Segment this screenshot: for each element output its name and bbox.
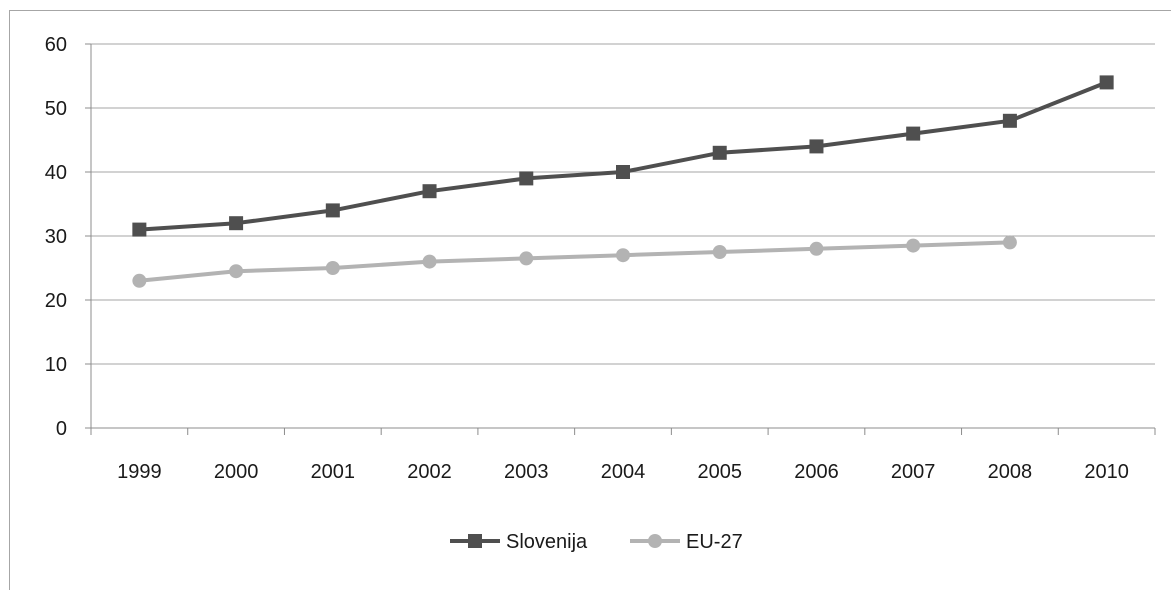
data-point	[1099, 75, 1114, 90]
x-tick-label: 2004	[601, 461, 646, 483]
y-tick-label: 30	[45, 226, 67, 248]
series-group	[132, 75, 1114, 288]
data-point	[906, 126, 921, 141]
data-point	[712, 245, 727, 259]
legend-marker	[648, 534, 662, 548]
data-point	[616, 248, 630, 263]
data-point	[1002, 113, 1017, 128]
y-tick-label: 50	[45, 98, 67, 120]
y-tick-label: 20	[45, 290, 67, 312]
data-point	[1002, 235, 1017, 250]
x-tick-label: 2010	[1084, 461, 1129, 483]
legend-marker	[468, 534, 482, 548]
data-point	[519, 171, 534, 186]
x-tick-label: 1999	[117, 461, 162, 483]
data-point	[616, 165, 630, 179]
data-point	[519, 251, 534, 266]
y-tick-labels: 0 10 20 30 40 50 60	[45, 34, 67, 440]
data-point	[422, 254, 437, 269]
x-tick-label: 2006	[794, 461, 839, 483]
x-tick-label: 2001	[311, 461, 356, 483]
x-tick-label: 2002	[407, 461, 452, 483]
data-point	[132, 273, 147, 288]
data-point	[809, 139, 824, 154]
data-point	[422, 184, 437, 199]
x-tick-label: 2000	[214, 461, 259, 483]
legend-item: EU-27	[630, 531, 743, 553]
x-tick-labels: 1999 2000 2001 2002 2003 2004 2005 2006 2007 2008…	[117, 461, 1129, 483]
x-tick-label: 2007	[891, 461, 936, 483]
data-point	[906, 238, 921, 253]
y-tick-label: 40	[45, 162, 67, 184]
legend-item: Slovenija	[450, 531, 588, 553]
legend-label: Slovenija	[506, 531, 588, 553]
data-point	[132, 222, 147, 237]
data-point	[229, 216, 244, 231]
series-eu-27	[132, 235, 1017, 288]
series-slovenija	[132, 75, 1114, 237]
data-point	[809, 241, 824, 256]
axes	[85, 43, 1156, 435]
series-line	[139, 240, 1010, 283]
line-chart: 0 10 20 30 40 50 60 1999 2000 2001 2002 2003 2004 20…	[45, 34, 1156, 553]
y-tick-label: 0	[56, 418, 67, 440]
legend: Slovenija EU-27	[450, 531, 743, 553]
data-point	[229, 264, 244, 279]
x-tick-label: 2005	[697, 461, 742, 483]
data-point	[325, 203, 340, 218]
y-tick-label: 10	[45, 354, 67, 376]
chart-frame	[9, 10, 1171, 590]
y-tick-label: 60	[45, 34, 67, 56]
legend-label: EU-27	[686, 531, 743, 553]
x-tick-label: 2008	[988, 461, 1033, 483]
series-line	[139, 80, 1108, 232]
data-point	[712, 145, 727, 160]
gridlines	[91, 43, 1155, 365]
data-point	[325, 261, 340, 275]
x-tick-label: 2003	[504, 461, 549, 483]
